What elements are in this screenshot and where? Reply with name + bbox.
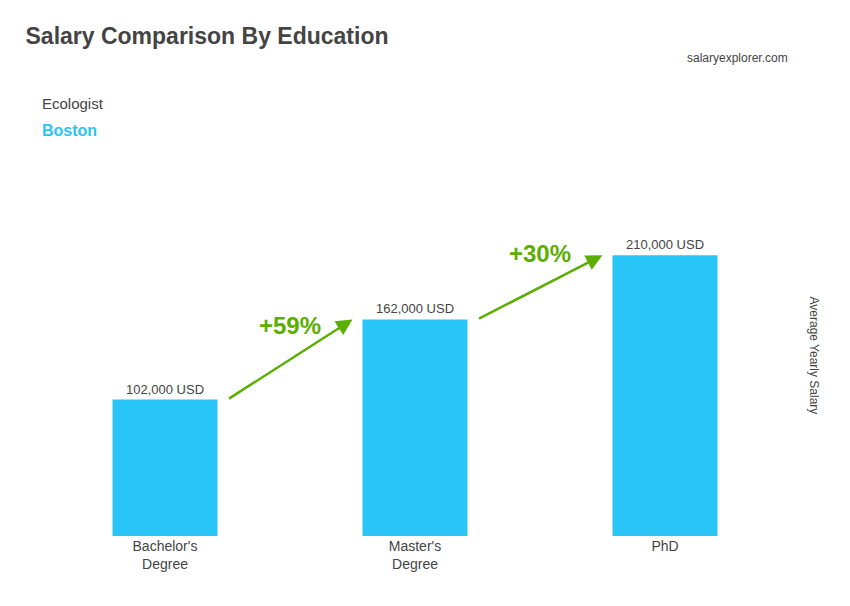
svg-text:Boston: Boston bbox=[42, 122, 97, 139]
svg-text:210,000 USD: 210,000 USD bbox=[626, 237, 704, 252]
svg-text:Bachelor'sDegree: Bachelor'sDegree bbox=[133, 538, 198, 572]
svg-text:+59%: +59% bbox=[259, 312, 321, 339]
svg-text:Salary Comparison By Education: Salary Comparison By Education bbox=[26, 23, 389, 49]
svg-text:Average Yearly Salary: Average Yearly Salary bbox=[807, 297, 821, 415]
svg-text:Ecologist: Ecologist bbox=[42, 95, 104, 112]
svg-text:102,000 USD: 102,000 USD bbox=[126, 382, 204, 397]
svg-text:162,000 USD: 162,000 USD bbox=[376, 301, 454, 316]
svg-text:PhD: PhD bbox=[651, 538, 678, 554]
svg-text:Master'sDegree: Master'sDegree bbox=[389, 538, 441, 572]
svg-text:+30%: +30% bbox=[509, 240, 571, 267]
svg-text:salaryexplorer.com: salaryexplorer.com bbox=[687, 51, 788, 65]
